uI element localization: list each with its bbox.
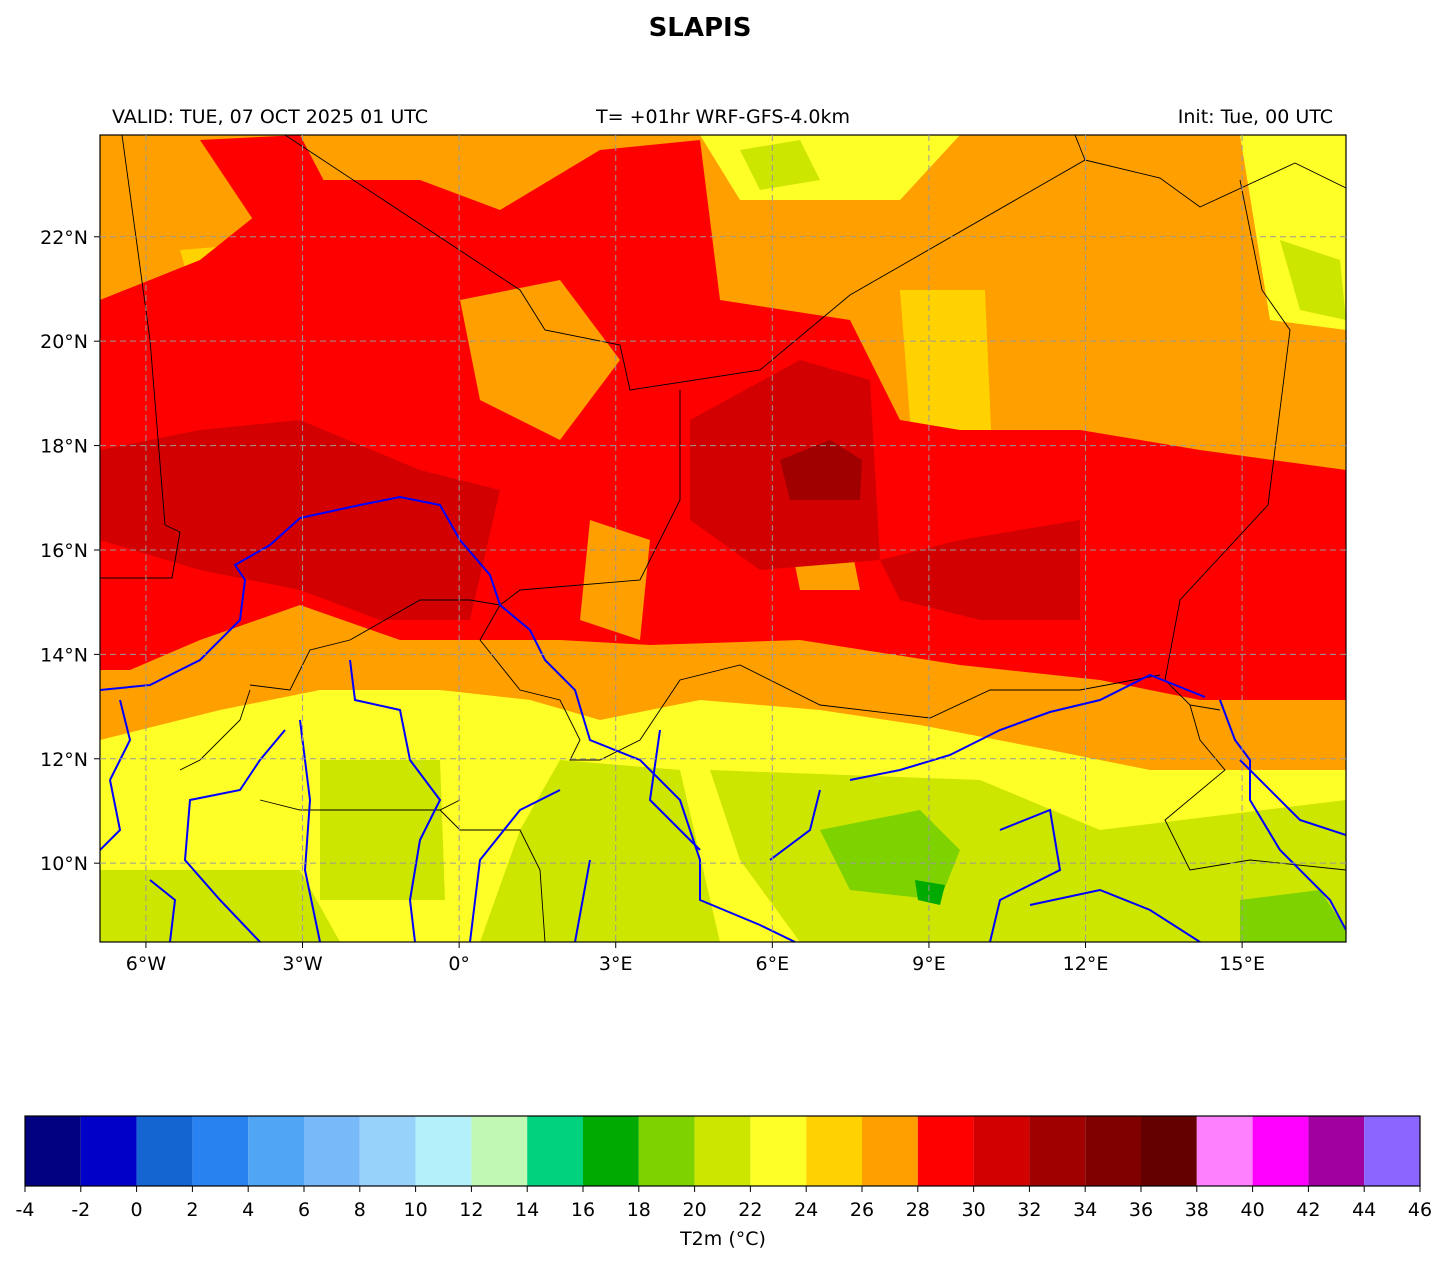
colorbar-swatch (136, 1116, 193, 1186)
colorbar-tick-label: 22 (738, 1199, 762, 1221)
colorbar-swatch (1196, 1116, 1253, 1186)
colorbar-swatch (80, 1116, 137, 1186)
colorbar-swatch (304, 1116, 360, 1186)
lon-tick-label: 0° (448, 953, 470, 975)
colorbar-swatch (248, 1116, 304, 1186)
colorbar-tick-label: 40 (1241, 1199, 1265, 1221)
colorbar-swatch (471, 1116, 528, 1186)
title: SLAPIS (649, 13, 752, 43)
colorbar-swatch (415, 1116, 472, 1186)
colorbar-swatch (359, 1116, 416, 1186)
colorbar-tick-label: 4 (242, 1199, 254, 1221)
colorbar-tick-label: 14 (515, 1199, 539, 1221)
lat-tick-label: 18°N (40, 436, 88, 458)
lon-tick-label: 9°E (912, 953, 946, 975)
colorbar-label: T2m (°C) (679, 1228, 766, 1250)
lat-tick-label: 12°N (40, 749, 88, 771)
colorbar-tick-label: 0 (131, 1199, 143, 1221)
colorbar-tick-label: 10 (404, 1199, 428, 1221)
map-frame (99, 134, 1347, 943)
colorbar-tick-label: 24 (794, 1199, 818, 1221)
colorbar-tick-label: 46 (1408, 1199, 1432, 1221)
lat-tick-label: 10°N (40, 853, 88, 875)
colorbar-tick-label: 34 (1073, 1199, 1097, 1221)
colorbar-tick-label: 32 (1017, 1199, 1041, 1221)
colorbar-swatch (1085, 1116, 1141, 1186)
lat-tick-label: 16°N (40, 540, 88, 562)
lat-tick-label: 22°N (40, 227, 88, 249)
colorbar-swatch (862, 1116, 918, 1186)
lon-tick-label: 3°W (282, 953, 323, 975)
colorbar-swatch (973, 1116, 1030, 1186)
colorbar-swatch (917, 1116, 974, 1186)
colorbar-swatch (750, 1116, 807, 1186)
colorbar-tick-label: 36 (1129, 1199, 1153, 1221)
colorbar-frame (24, 1115, 1421, 1187)
colorbar-swatch (806, 1116, 862, 1186)
colorbar-tick-label: 18 (627, 1199, 651, 1221)
colorbar-tick-label: 28 (906, 1199, 930, 1221)
colorbar-tick-label: -2 (71, 1199, 90, 1221)
colorbar-tick-label: -4 (16, 1199, 35, 1221)
borders (100, 135, 1346, 942)
rivers (100, 495, 1346, 942)
colorbar-swatch (583, 1116, 639, 1186)
valid-time: VALID: TUE, 07 OCT 2025 01 UTC (112, 106, 428, 128)
colorbar-tick-label: 44 (1352, 1199, 1376, 1221)
lon-tick-label: 3°E (599, 953, 633, 975)
colorbar-swatch (192, 1116, 249, 1186)
colorbar-tick-label: 2 (186, 1199, 198, 1221)
lat-tick-label: 14°N (40, 644, 88, 666)
colorbar-swatch (1252, 1116, 1309, 1186)
forecast-info: T= +01hr WRF-GFS-4.0km (595, 106, 850, 128)
colorbar-tick-label: 38 (1185, 1199, 1209, 1221)
lon-tick-label: 12°E (1063, 953, 1109, 975)
lon-tick-label: 15°E (1219, 953, 1265, 975)
lon-tick-label: 6°W (126, 953, 167, 975)
lon-tick-label: 6°E (756, 953, 790, 975)
colorbar-swatch (638, 1116, 695, 1186)
colorbar-tick-label: 16 (571, 1199, 595, 1221)
init-time: Init: Tue, 00 UTC (1178, 106, 1333, 128)
colorbar-tick-label: 12 (459, 1199, 483, 1221)
temperature-field (100, 135, 1346, 942)
colorbar-swatch (694, 1116, 751, 1186)
colorbar-swatch (1141, 1116, 1197, 1186)
colorbar-swatch (1308, 1116, 1365, 1186)
colorbar-swatch (1364, 1116, 1420, 1186)
colorbar-swatch (25, 1116, 81, 1186)
colorbar-swatch (527, 1116, 583, 1186)
colorbar-tick-label: 8 (354, 1199, 366, 1221)
colorbar-swatch (1029, 1116, 1086, 1186)
lat-tick-label: 20°N (40, 331, 88, 353)
colorbar-tick-label: 26 (850, 1199, 874, 1221)
colorbar-tick-label: 42 (1296, 1199, 1320, 1221)
colorbar-tick-label: 20 (683, 1199, 707, 1221)
colorbar-tick-label: 30 (962, 1199, 986, 1221)
colorbar-tick-label: 6 (298, 1199, 310, 1221)
